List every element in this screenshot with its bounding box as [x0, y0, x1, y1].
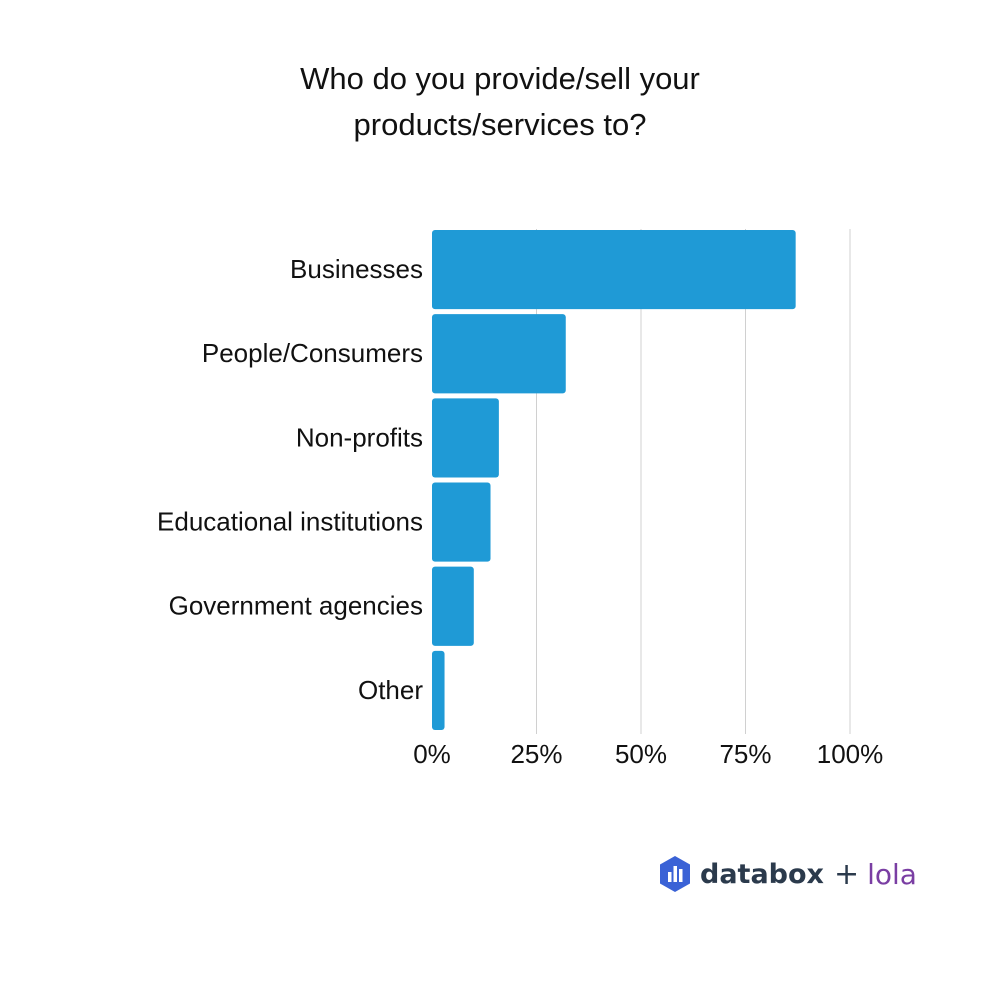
category-label: Businesses: [290, 254, 423, 284]
brand-name: databox: [700, 858, 824, 890]
chart-title: Who do you provide/sell your products/se…: [200, 56, 800, 148]
gridlines: [536, 229, 851, 734]
x-tick-label: 100%: [817, 739, 884, 769]
category-label: Other: [358, 675, 423, 705]
x-tick-label: 75%: [719, 739, 771, 769]
category-label: People/Consumers: [202, 338, 423, 368]
category-label: Educational institutions: [157, 506, 423, 536]
category-labels: Businesses People/Consumers Non-profits Edu…: [157, 254, 423, 705]
bar-businesses: [432, 230, 796, 310]
bars: [432, 230, 796, 730]
x-tick-label: 50%: [615, 739, 667, 769]
chart-title-line-2: products/services to?: [353, 107, 647, 142]
bar-educational-institutions: [432, 482, 491, 562]
bar-government-agencies: [432, 566, 474, 646]
x-axis-tick-labels: 0% 25% 50% 75% 100%: [413, 739, 883, 769]
bar-non-profits: [432, 398, 499, 478]
category-label: Non-profits: [296, 422, 423, 452]
category-label: Government agencies: [169, 591, 423, 621]
brand-partner: lola: [867, 857, 917, 891]
brand-plus: +: [833, 856, 860, 892]
chart-title-line-1: Who do you provide/sell your: [300, 61, 700, 96]
bar-other: [432, 650, 445, 730]
bar-people-consumers: [432, 314, 566, 394]
brand-footer: databox + lola: [658, 854, 917, 894]
x-tick-label: 0%: [413, 739, 451, 769]
databox-logo-icon: [660, 856, 690, 892]
x-tick-label: 25%: [510, 739, 562, 769]
